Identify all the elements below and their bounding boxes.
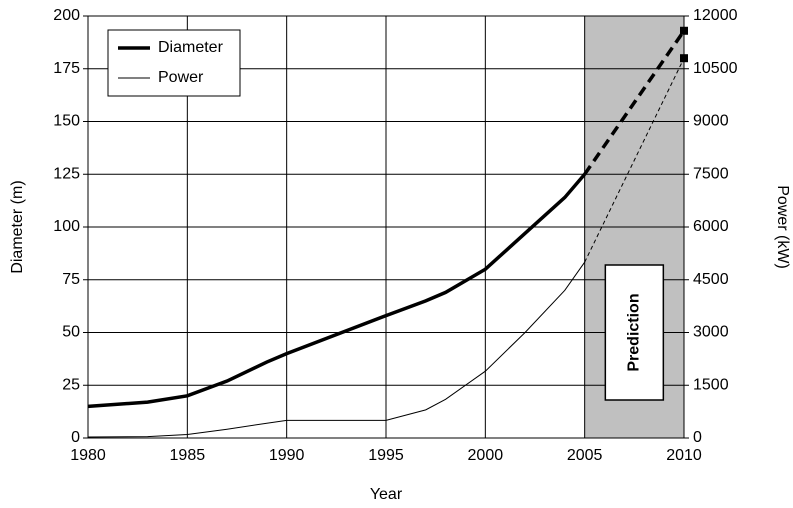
prediction-label: Prediction — [626, 293, 643, 371]
y-tick-label: 175 — [53, 60, 80, 77]
y2-tick-label: 3000 — [693, 324, 729, 341]
x-tick-label: 2010 — [666, 447, 702, 464]
y2-tick-label: 12000 — [693, 7, 738, 24]
end-marker — [680, 26, 688, 35]
x-axis-label: Year — [370, 486, 403, 503]
legend-label: Power — [158, 69, 204, 86]
x-tick-label: 1990 — [269, 447, 305, 464]
x-tick-label: 1985 — [170, 447, 206, 464]
y-tick-label: 25 — [62, 376, 80, 393]
y-tick-label: 0 — [71, 429, 80, 446]
y2-tick-label: 6000 — [693, 218, 729, 235]
y2-tick-label: 9000 — [693, 113, 729, 130]
plot-frame — [87, 15, 685, 439]
series-line — [87, 173, 586, 409]
y2-tick-label: 0 — [693, 429, 702, 446]
y-tick-label: 100 — [53, 218, 80, 235]
end-marker — [680, 54, 688, 63]
x-tick-label: 1980 — [70, 447, 106, 464]
y-tick-label: 125 — [53, 165, 80, 182]
y-tick-label: 50 — [62, 324, 80, 341]
y-tick-label: 150 — [53, 113, 80, 130]
x-tick-label: 2005 — [567, 447, 603, 464]
y-tick-label: 75 — [62, 271, 80, 288]
series-line-prediction — [584, 57, 685, 263]
prediction-label-box — [604, 264, 665, 401]
legend-box — [107, 29, 241, 97]
series-line — [87, 261, 586, 438]
y2-tick-label: 7500 — [693, 165, 729, 182]
y2-axis-label: Power (kW) — [774, 185, 791, 269]
y2-tick-label: 1500 — [693, 376, 729, 393]
x-tick-label: 2000 — [468, 447, 504, 464]
y2-tick-label: 10500 — [693, 60, 738, 77]
y-axis-label: Diameter (m) — [9, 180, 26, 273]
x-tick-label: 1995 — [368, 447, 404, 464]
y-tick-label: 200 — [53, 7, 80, 24]
legend-label: Diameter — [158, 39, 224, 56]
y2-tick-label: 4500 — [693, 271, 729, 288]
series-line-prediction — [583, 29, 686, 176]
